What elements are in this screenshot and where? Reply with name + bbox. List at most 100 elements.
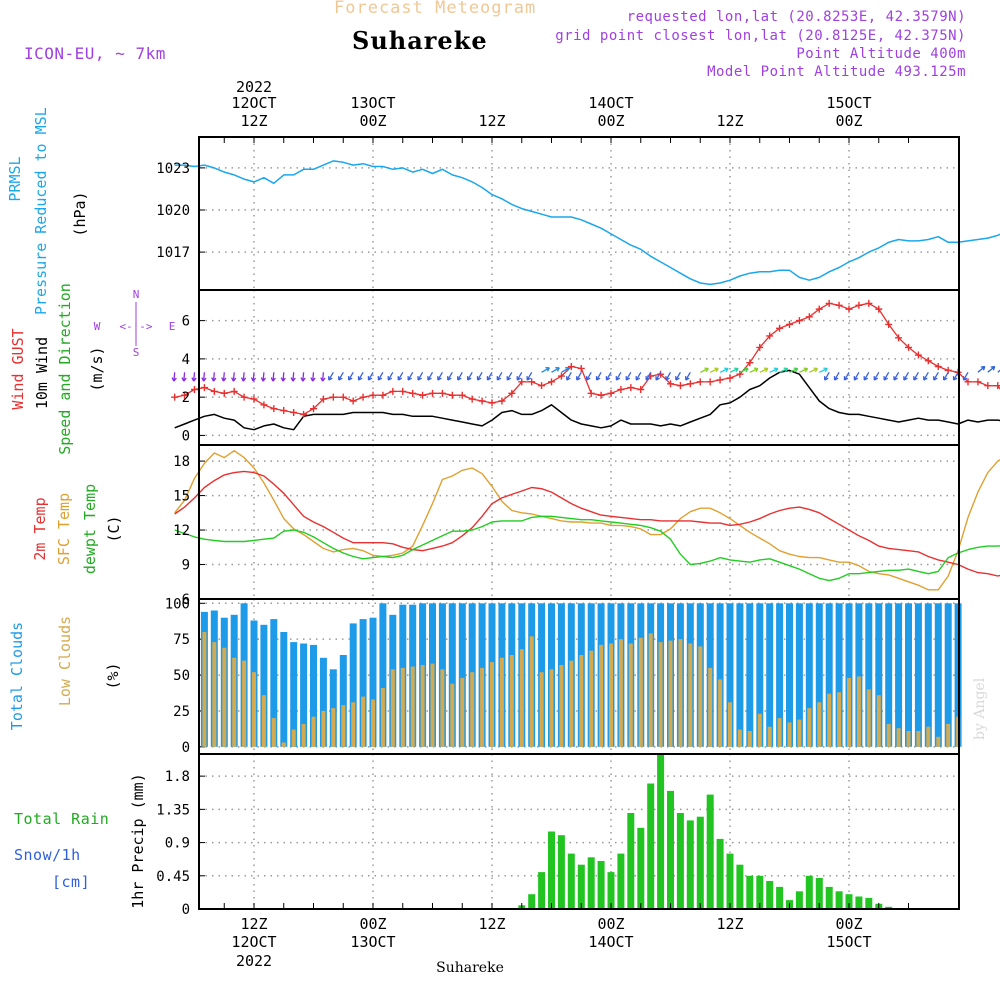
wind-arrow [665, 371, 672, 381]
rain-bar [726, 853, 734, 909]
top-hour-label: 00Z [597, 112, 624, 130]
low-cloud-bar [261, 695, 266, 747]
wind-arrow [427, 371, 434, 381]
wind-arrow [270, 372, 276, 382]
faded-title: Forecast Meteogram [334, 0, 537, 18]
y-tick-label: 6 [182, 592, 190, 608]
gust-point [240, 393, 248, 401]
gust-point [835, 301, 843, 309]
rain-bar [805, 875, 813, 909]
total-cloud-bar [359, 619, 367, 747]
low-cloud-bar [271, 718, 276, 747]
gust-point [230, 387, 238, 395]
low-cloud-bar [658, 642, 663, 747]
gust-point [319, 395, 327, 403]
wind-arrow [913, 371, 919, 381]
low-cloud-bar [648, 633, 653, 747]
wind-arrow [457, 371, 463, 381]
gust-point [478, 397, 486, 405]
gust-point [468, 395, 476, 403]
low-cloud-bar [916, 731, 921, 747]
wind-arrow [977, 365, 986, 373]
total-cloud-bar [736, 603, 744, 747]
precip-cm-label: [cm] [52, 873, 91, 891]
low-cloud-bar [837, 692, 842, 747]
bottom-day-label: 12OCT [231, 933, 276, 951]
gust-point [399, 387, 407, 395]
y-tick-label: 6 [182, 314, 190, 330]
total-cloud-bar [855, 603, 863, 747]
low-cloud-bar [946, 723, 951, 747]
low-cloud-bar [827, 693, 832, 747]
total-cloud-bar [746, 603, 754, 747]
gust-point [905, 343, 912, 351]
total-cloud-bar [379, 603, 387, 747]
low-cloud-bar [430, 663, 435, 747]
top-hour-label: 12Z [240, 112, 267, 130]
low-cloud-bar [876, 695, 881, 747]
low-cloud-bar [371, 699, 375, 747]
wind-arrow [799, 367, 809, 373]
low-cloud-bar [708, 667, 713, 747]
rain-bar [825, 886, 833, 909]
low-cloud-bar [886, 723, 891, 747]
wind-arrow [962, 371, 969, 381]
y-tick-label: 0 [182, 428, 190, 444]
y-tick-label: 100 [165, 596, 190, 612]
gust-point [458, 391, 466, 399]
gust-point [448, 391, 456, 399]
wind-arrow [585, 371, 592, 381]
wind-arrow [605, 371, 612, 381]
gust-point [726, 374, 734, 382]
gust-point [756, 343, 764, 351]
model-altitude: Model Point Altitude 493.125m [707, 64, 966, 80]
low-cloud-bar [440, 669, 445, 747]
wind-arrow [240, 372, 247, 382]
rain-bar [835, 891, 843, 909]
wind-arrow [367, 371, 374, 381]
gust-point [369, 391, 377, 399]
low-cloud-bar [331, 708, 336, 747]
top-hour-label: 00Z [835, 112, 862, 130]
total-cloud-bar [905, 603, 912, 747]
y-tick-label: 1023 [156, 161, 190, 177]
low-cloud-bar [202, 632, 207, 747]
low-cloud-bar [509, 655, 514, 747]
gust-point [667, 380, 674, 388]
rain-bar [696, 816, 704, 909]
bottom-hour-label: 12Z [240, 915, 267, 933]
y-tick-label: 9 [182, 558, 190, 574]
low-cloud-bar [678, 639, 683, 747]
wind-arrow [211, 372, 217, 382]
total-cloud-bar [795, 603, 803, 747]
wind-arrow [221, 372, 227, 382]
low-cloud-bar [291, 729, 296, 747]
low-cloud-bar [936, 736, 941, 747]
low-cloud-bar [757, 713, 762, 747]
total-cloud-bar [845, 603, 853, 747]
rain-bar [548, 831, 555, 909]
gridpoint-coords: grid point closest lon,lat (20.8125E, 42… [555, 28, 966, 44]
total-cloud-bar [776, 603, 784, 747]
wind-arrow [541, 367, 550, 373]
low-cloud-bar [499, 657, 504, 747]
top-hour-label: 12Z [478, 112, 505, 130]
gust-point [310, 405, 317, 413]
precip-snow-label: Snow/1h [14, 846, 81, 864]
wind-arrow [635, 371, 642, 381]
y-tick-label: 12 [173, 523, 190, 539]
requested-coords: requested lon,lat (20.8253E, 42.3579N) [626, 9, 966, 25]
low-cloud-bar [232, 657, 237, 747]
compass-n: N [133, 288, 140, 301]
gust-point [895, 334, 903, 342]
dewpoint-line [174, 515, 1000, 582]
rain-bar [746, 875, 754, 909]
total-cloud-bar [895, 603, 903, 747]
rain-bar [557, 835, 565, 909]
gust-point [686, 380, 694, 388]
wind-arrow [201, 372, 207, 382]
gust-point [706, 378, 714, 386]
wind-arrow [181, 372, 187, 382]
wind-arrow [280, 372, 286, 382]
wind-arrow [466, 371, 473, 381]
